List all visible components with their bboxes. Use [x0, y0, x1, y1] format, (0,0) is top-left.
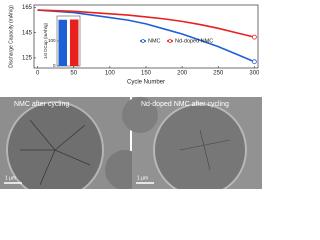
- panel-label: Nd-doped NMC after cycling: [141, 101, 229, 108]
- figure: NMC after cycling Nd-doped NMC after cyc…: [0, 4, 262, 189]
- x-tick-label: 0: [36, 71, 40, 77]
- scale-label: 1 μm: [5, 175, 16, 181]
- x-tick-label: 250: [213, 71, 224, 77]
- inset-bar: [70, 19, 79, 66]
- x-axis-title: Cycle Number: [127, 80, 165, 86]
- inset-y-title: 1st DCap (mAh/g): [43, 22, 48, 59]
- x-tick-label: 100: [105, 71, 116, 77]
- y-tick-label: 165: [22, 5, 33, 11]
- x-tick-label: 200: [177, 71, 188, 77]
- x-tick-label: 50: [70, 71, 77, 77]
- inset-y-tick-label: 0: [53, 63, 56, 68]
- x-tick-label: 300: [249, 71, 260, 77]
- panel-label: NMC after cycling: [14, 101, 69, 108]
- legend-label: Nd-doped NMC: [175, 38, 213, 44]
- scale-label: 1 μm: [137, 175, 148, 181]
- x-tick-label: 150: [141, 71, 152, 77]
- sem-right: [122, 97, 262, 189]
- y-tick-label: 145: [22, 30, 33, 36]
- legend-label: NMC: [148, 38, 161, 44]
- end-marker: [251, 34, 257, 40]
- legend-marker: [141, 39, 145, 43]
- end-marker: [251, 59, 257, 65]
- inset-y-tick-label: 100: [48, 38, 56, 43]
- line: [37, 9, 255, 63]
- legend-marker: [168, 39, 172, 43]
- inset-bar: [58, 19, 67, 66]
- y-tick-label: 125: [22, 55, 33, 61]
- y-axis-title: Discharge Capacity (mAh/g): [8, 5, 14, 68]
- line: [37, 9, 255, 38]
